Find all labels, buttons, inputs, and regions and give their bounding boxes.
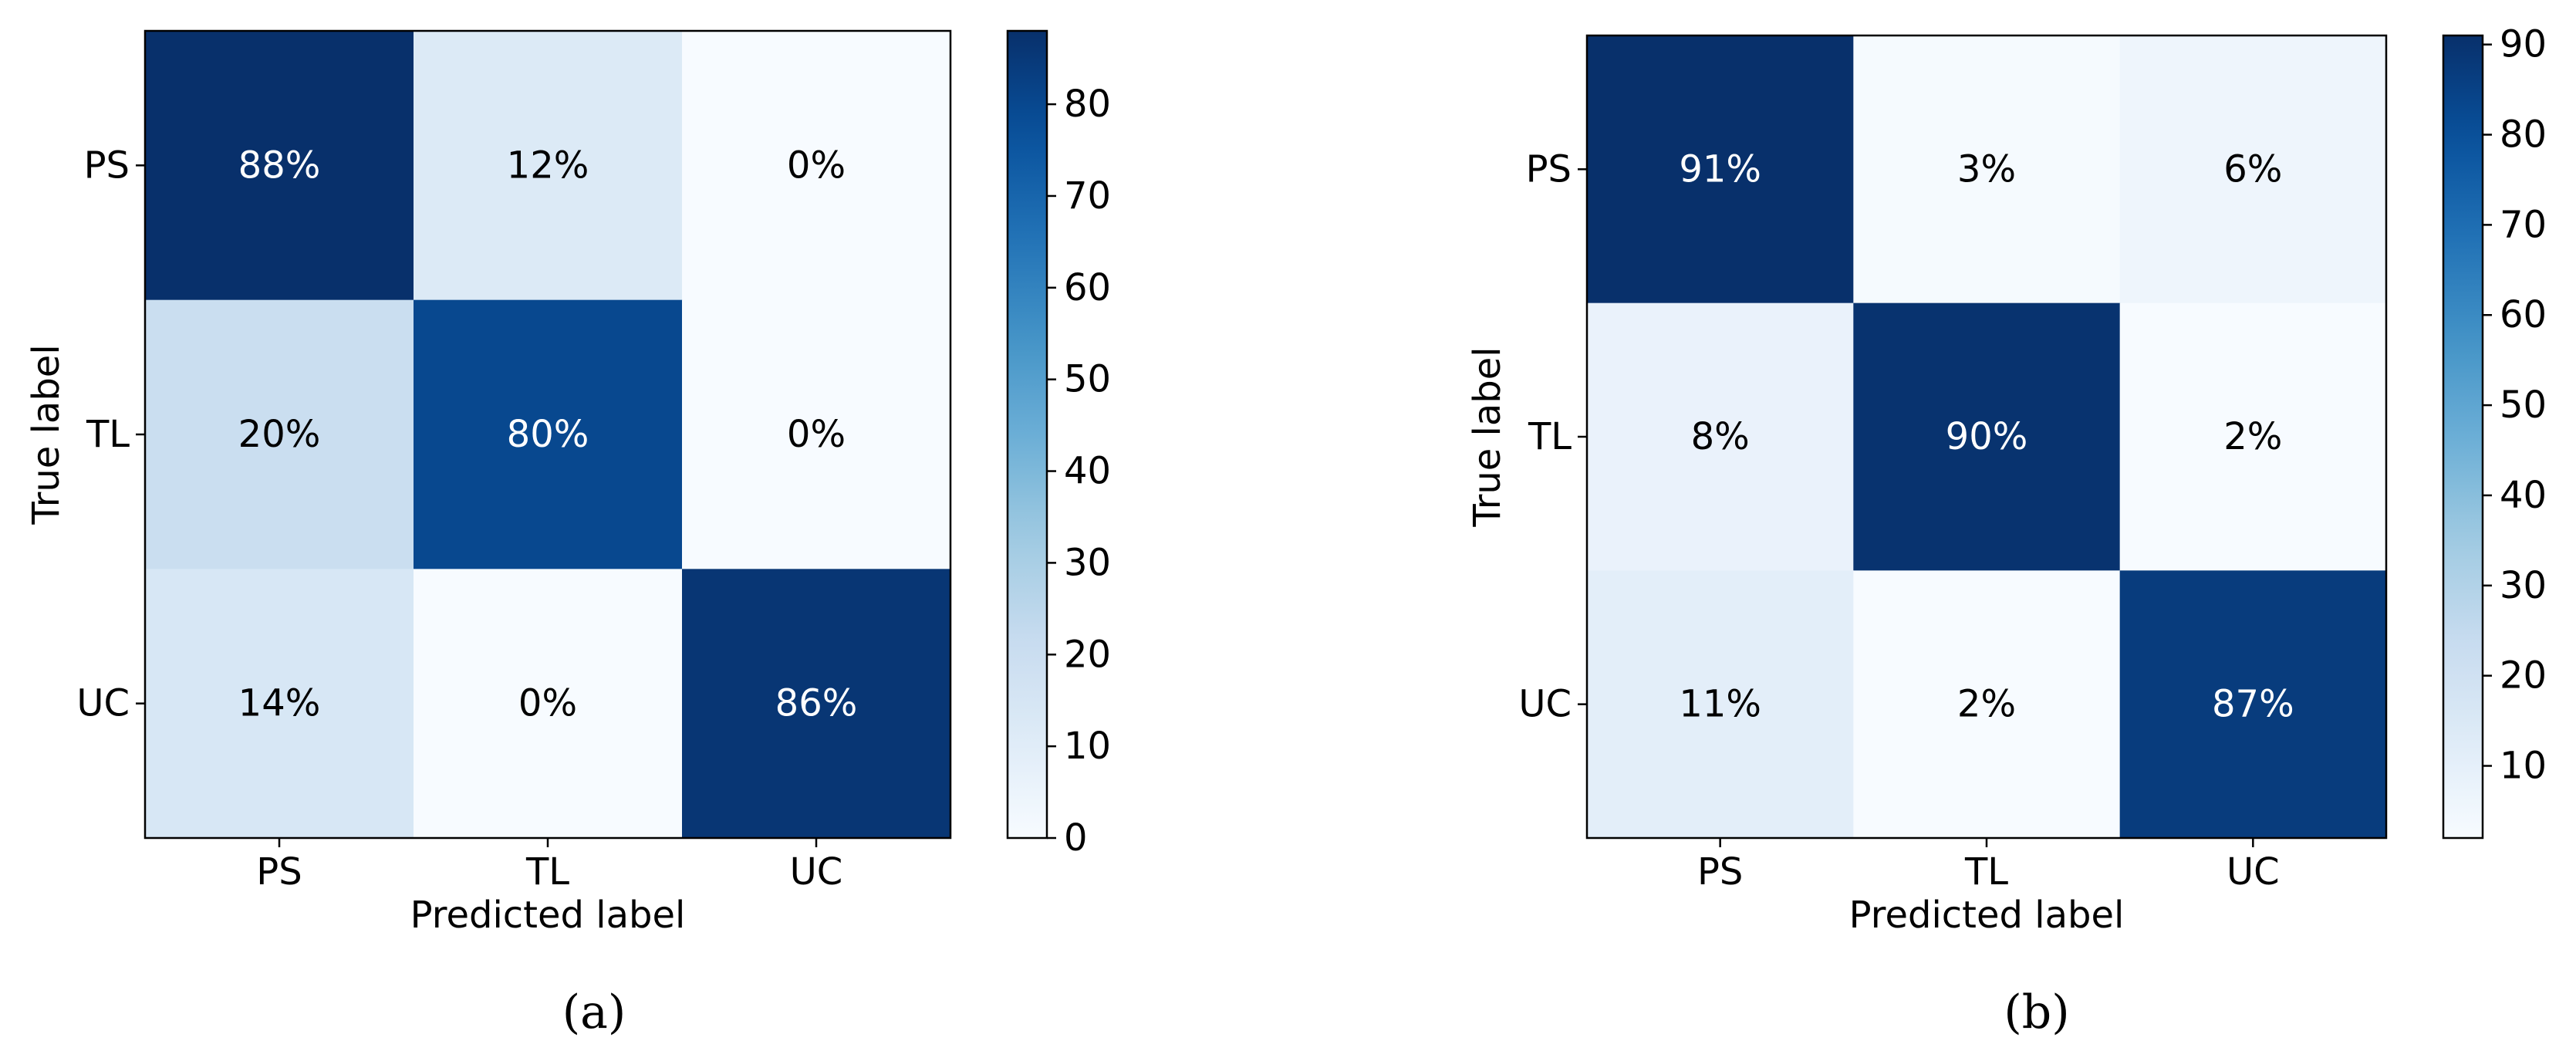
heatmap-cell <box>145 569 414 839</box>
cell-value-label: 12% <box>507 144 589 187</box>
heatmap-cell <box>1853 302 2121 571</box>
y-tick-label: PS <box>1526 147 1572 191</box>
x-axis-label: Predicted label <box>1849 894 2125 937</box>
colorbar-tick-label: 10 <box>1064 725 1111 768</box>
colorbar-tick-label: 90 <box>2500 23 2547 66</box>
cell-value-label: 8% <box>1691 415 1750 458</box>
y-tick-label: PS <box>84 144 130 187</box>
colorbar-tick-label: 50 <box>2500 384 2547 427</box>
cell-value-label: 0% <box>787 413 846 456</box>
cell-value-label: 2% <box>2223 415 2282 458</box>
colorbar-tick-label: 80 <box>1064 83 1111 126</box>
confusion-matrix-a: 88% 12% 0% 20% 80% 0% 14% 0% 86% PS TL UC PS TL UC Pred… <box>25 29 1111 1039</box>
x-tick-label: PS <box>256 850 302 894</box>
colorbar-tick-label: 50 <box>1064 358 1111 401</box>
cell-value-label: 88% <box>238 144 321 187</box>
heatmap-cell <box>2119 302 2387 571</box>
y-axis-label: True label <box>25 344 68 525</box>
x-tick-label: PS <box>1697 850 1743 894</box>
cell-value-label: 80% <box>507 413 589 456</box>
y-tick-label: TL <box>86 413 130 456</box>
cell-value-label: 11% <box>1679 683 1761 726</box>
cell-value-label: 87% <box>2212 683 2294 726</box>
heatmap-cell <box>2119 35 2387 304</box>
y-tick-label: UC <box>76 682 130 725</box>
colorbar <box>2442 34 2484 840</box>
heatmap-cell <box>1853 570 2121 839</box>
y-axis-label: True label <box>1466 346 1509 527</box>
cell-value-label: 3% <box>1957 147 2016 191</box>
cell-value-label: 90% <box>1946 415 2028 458</box>
x-tick-label: TL <box>525 850 569 894</box>
colorbar-tick-label: 40 <box>1064 450 1111 493</box>
heatmap-cell <box>1587 570 1854 839</box>
colorbar-tick-label: 60 <box>2500 293 2547 336</box>
heatmap-cell <box>682 299 951 569</box>
colorbar-tick-label: 70 <box>1064 174 1111 218</box>
heatmap-cell <box>414 299 683 569</box>
panel-caption: (b) <box>2004 985 2069 1039</box>
cell-value-label: 20% <box>238 413 321 456</box>
colorbar-tick-label: 40 <box>2500 474 2547 517</box>
x-axis-label: Predicted label <box>410 894 686 937</box>
colorbar <box>1006 29 1048 840</box>
y-tick-label: TL <box>1528 415 1572 458</box>
heatmap-cell <box>414 31 683 301</box>
heatmap-cell <box>682 31 951 301</box>
x-tick-label: TL <box>1964 850 2008 894</box>
colorbar-tick-label: 30 <box>1064 541 1111 584</box>
colorbar-tick-label: 70 <box>2500 203 2547 246</box>
heatmap-cell <box>1587 35 1854 304</box>
heatmap-cell <box>145 299 414 569</box>
heatmap-cell <box>1853 35 2121 304</box>
heatmap-cell <box>682 569 951 839</box>
cell-value-label: 0% <box>518 682 577 725</box>
colorbar-tick-label: 0 <box>1064 816 1088 860</box>
colorbar-tick-label: 60 <box>1064 266 1111 309</box>
colorbar-tick-label: 10 <box>2500 745 2547 788</box>
heatmap-cell <box>1587 302 1854 571</box>
cell-value-label: 0% <box>787 144 846 187</box>
cell-value-label: 86% <box>775 682 858 725</box>
cell-value-label: 2% <box>1957 683 2016 726</box>
panel-caption: (a) <box>562 985 626 1039</box>
y-tick-label: UC <box>1518 683 1572 726</box>
colorbar-tick-label: 20 <box>2500 654 2547 698</box>
colorbar-tick-label: 30 <box>2500 564 2547 607</box>
cell-value-label: 91% <box>1679 147 1761 191</box>
colorbar-tick-label: 80 <box>2500 113 2547 157</box>
cell-value-label: 14% <box>238 682 321 725</box>
heatmap-cell <box>2119 570 2387 839</box>
x-tick-label: UC <box>2227 850 2280 894</box>
cell-value-label: 6% <box>2223 147 2282 191</box>
x-tick-label: UC <box>790 850 843 894</box>
colorbar-tick-label: 20 <box>1064 633 1111 676</box>
confusion-matrix-b: 91% 3% 6% 8% 90% 2% 11% 2% 87% PS TL UC PS TL UC Predic… <box>1466 23 2547 1039</box>
heatmap-cell <box>414 569 683 839</box>
heatmap-cell <box>145 31 414 301</box>
